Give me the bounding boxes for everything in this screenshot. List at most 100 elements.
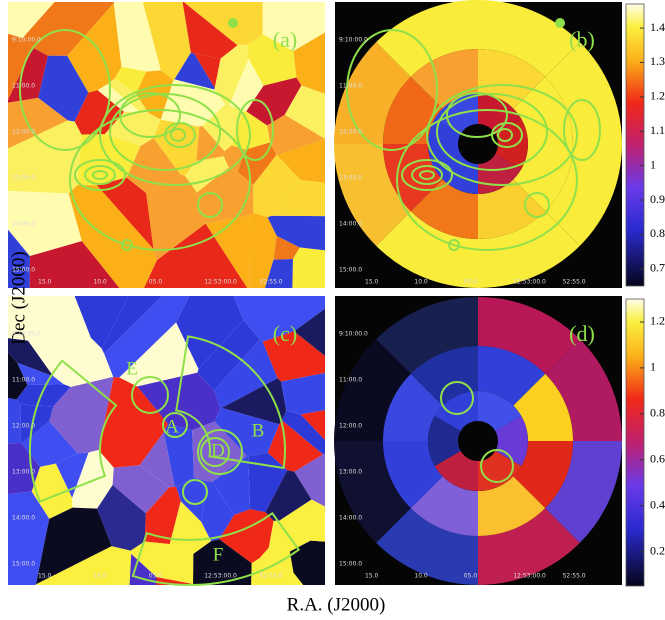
ring-segment	[478, 346, 546, 406]
colorbar-tick-label: 1.2	[650, 314, 665, 328]
cell	[289, 540, 325, 585]
overlays	[19, 18, 601, 586]
marker	[228, 18, 238, 28]
cell	[8, 397, 21, 444]
ra-tick-label: 12:53:00.0	[513, 279, 546, 286]
cell	[74, 296, 129, 349]
ring-segment	[513, 373, 573, 441]
ring-segment	[376, 297, 478, 374]
contour	[563, 99, 601, 161]
cell	[55, 452, 89, 498]
dec-tick-label: 9:10:00.0	[12, 331, 41, 338]
ring-segment	[376, 0, 478, 77]
cell	[22, 2, 115, 56]
colorbar-tick-label: 1	[650, 157, 656, 171]
ring-segment	[334, 441, 411, 543]
ra-tick-label: 12:53:00.0	[204, 573, 237, 580]
cell	[284, 85, 325, 139]
ring-segment	[383, 373, 443, 441]
cell	[8, 120, 82, 194]
contour	[119, 92, 181, 138]
ring-segment	[545, 441, 622, 543]
ra-tick-label: 15.0	[365, 279, 379, 286]
ra-tick-label: 10.0	[414, 573, 428, 580]
cell	[221, 378, 287, 425]
colorbar-tick-label: 1.2	[650, 89, 665, 103]
cell	[38, 336, 114, 387]
contour	[497, 128, 513, 142]
cell	[119, 322, 199, 387]
contour	[109, 93, 221, 171]
cell	[262, 2, 325, 51]
ring-segment	[334, 339, 411, 441]
cell	[231, 111, 271, 150]
colorbar-tick-label: 1	[650, 360, 656, 374]
contour	[182, 479, 208, 505]
contour	[84, 165, 116, 185]
contour	[419, 170, 435, 180]
dec-tick-label: 11:00.0	[339, 377, 362, 384]
cell	[194, 53, 221, 88]
cell	[262, 331, 325, 382]
cell	[294, 453, 325, 507]
dec-tick-label: 12:00.0	[339, 129, 362, 136]
cell	[273, 235, 300, 260]
cell	[35, 546, 132, 585]
colorbar-tick-label: 1.1	[650, 123, 665, 137]
dec-tick-label: 12:00.0	[339, 423, 362, 430]
cell	[31, 463, 73, 519]
cell	[163, 423, 194, 487]
dec-tick-label: 11:00.0	[12, 377, 35, 384]
ra-tick-label: 10.0	[414, 279, 428, 286]
cell	[49, 376, 114, 454]
dec-tick-label: 11:00.0	[12, 83, 35, 90]
ra-tick-label: 12:53:00.0	[513, 573, 546, 580]
ra-tick-label: 12:53:00.0	[204, 279, 237, 286]
panel-label: (a)	[273, 27, 297, 52]
contour	[99, 84, 251, 186]
colorbar	[625, 3, 645, 287]
cell	[265, 470, 312, 521]
ring-segment	[478, 476, 546, 536]
voronoi-map	[8, 2, 325, 288]
cell	[35, 507, 112, 585]
cell	[72, 449, 114, 509]
region-outline	[175, 335, 286, 470]
cell	[103, 296, 190, 378]
cell	[8, 491, 50, 585]
cell	[8, 296, 50, 341]
region-label: D	[211, 440, 225, 461]
cell	[279, 499, 325, 542]
ra-tick-label: 10.0	[93, 573, 107, 580]
contour	[411, 165, 443, 185]
cell	[142, 2, 191, 80]
cell	[144, 486, 181, 545]
cell	[144, 223, 248, 288]
dec-tick-label: 14:00.0	[12, 515, 35, 522]
cell	[169, 501, 212, 554]
x-axis-label: R.A. (J2000)	[287, 594, 386, 615]
dec-tick-label: 12:00.0	[12, 423, 35, 430]
colorbar	[625, 298, 645, 587]
cell	[113, 2, 161, 72]
cell	[8, 442, 40, 495]
contour	[197, 192, 223, 218]
ring-segment	[376, 211, 478, 288]
cell	[251, 558, 304, 585]
contour	[448, 239, 460, 251]
cell	[253, 155, 301, 218]
dec-tick-label: 15:00.0	[12, 267, 35, 274]
contour	[170, 128, 186, 142]
dec-tick-label: 15:00.0	[339, 267, 362, 274]
dec-tick-label: 9:10:00.0	[339, 331, 368, 338]
ra-tick-label: 52:55.0	[260, 279, 283, 286]
ring-segment	[383, 441, 443, 509]
contour	[92, 170, 108, 180]
ra-tick-label: 52:55.0	[563, 279, 586, 286]
cell	[267, 420, 323, 472]
cell	[201, 481, 235, 542]
cell	[20, 404, 54, 444]
cell	[21, 421, 78, 467]
region-outline	[29, 359, 118, 503]
dec-tick-label: 13:00.0	[12, 175, 35, 182]
